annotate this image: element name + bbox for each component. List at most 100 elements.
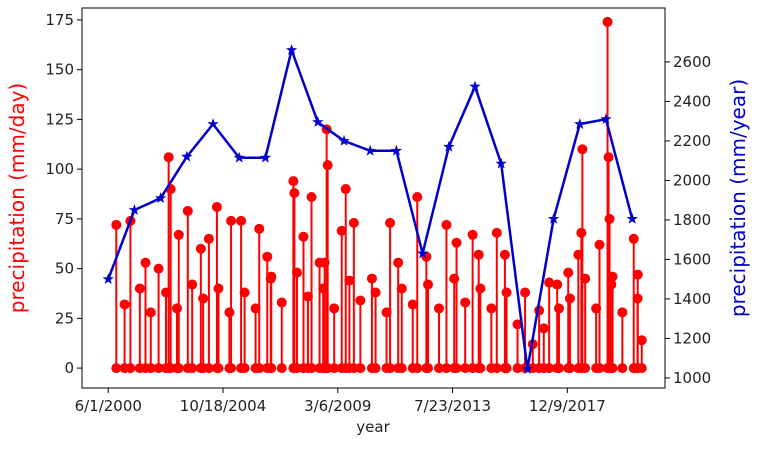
- stem-marker: [552, 279, 563, 290]
- stem-marker: [236, 215, 247, 226]
- stem-marker: [322, 160, 333, 171]
- stem-marker: [433, 303, 444, 314]
- stem-marker: [594, 239, 605, 250]
- stem-marker: [607, 271, 618, 282]
- stem-marker: [111, 219, 122, 230]
- y2-tick-label: 1600: [673, 250, 711, 268]
- stem-marker: [449, 273, 460, 284]
- stem-base-marker: [224, 363, 235, 374]
- plot-frame: [81, 7, 666, 389]
- stem-marker: [262, 251, 273, 262]
- stem-marker: [580, 273, 591, 284]
- stem-marker: [499, 249, 510, 260]
- stem-base-marker: [344, 363, 355, 374]
- stem-marker: [187, 279, 198, 290]
- x-tick-label: 12/9/2017: [529, 397, 606, 415]
- stem-marker: [591, 303, 602, 314]
- stem-marker: [198, 293, 209, 304]
- star-marker: [574, 118, 586, 129]
- star-marker: [102, 273, 114, 285]
- stem-base-marker: [276, 363, 287, 374]
- x-tick-label: 3/6/2009: [304, 397, 371, 415]
- stem-marker: [538, 323, 549, 334]
- y-tick-label: 150: [45, 61, 74, 79]
- stem-marker: [302, 291, 313, 302]
- y2-tick-label: 2600: [673, 53, 711, 71]
- stem-base-marker: [134, 363, 145, 374]
- stem-marker: [171, 303, 182, 314]
- stem-base-marker: [119, 363, 130, 374]
- star-marker: [181, 150, 193, 162]
- stem-marker: [396, 283, 407, 294]
- stem-marker: [173, 229, 184, 240]
- star-marker: [600, 113, 612, 125]
- stem-marker: [564, 293, 575, 304]
- stem-marker: [276, 297, 287, 308]
- stem-base-marker: [632, 363, 643, 374]
- y-tick-label: 75: [55, 210, 74, 228]
- stem-base-marker: [396, 363, 407, 374]
- stem-base-marker: [460, 363, 471, 374]
- stem-marker: [602, 16, 613, 27]
- stem-marker: [195, 243, 206, 254]
- stem-marker: [134, 283, 145, 294]
- stem-marker: [336, 225, 347, 236]
- stem-marker: [140, 257, 151, 268]
- y-tick-label: 0: [64, 359, 74, 377]
- star-marker: [312, 116, 324, 128]
- star-marker: [469, 80, 481, 92]
- star-marker: [390, 144, 403, 156]
- stem-base-marker: [291, 363, 302, 374]
- stem-marker: [606, 279, 617, 290]
- stem-marker: [632, 269, 643, 280]
- stem-marker: [318, 283, 329, 294]
- stem-marker: [153, 263, 164, 274]
- stem-base-marker: [564, 363, 575, 374]
- stem-base-marker: [265, 363, 276, 374]
- stem-marker: [451, 237, 462, 248]
- stem-marker: [239, 287, 250, 298]
- star-marker: [626, 212, 638, 224]
- stem-marker: [473, 249, 484, 260]
- stem-base-marker: [250, 363, 261, 374]
- y2-tick-label: 2400: [673, 92, 711, 110]
- stem-marker: [145, 307, 156, 318]
- stem-base-marker: [171, 363, 182, 374]
- stem-marker: [289, 188, 300, 199]
- stem-marker: [329, 303, 340, 314]
- stem-marker: [203, 233, 214, 244]
- stem-base-marker: [370, 363, 381, 374]
- stem-marker: [348, 217, 359, 228]
- x-axis-label: year: [356, 418, 390, 436]
- stem-marker: [344, 275, 355, 286]
- stem-marker: [412, 192, 423, 203]
- stem-base-marker: [449, 363, 460, 374]
- stem-marker: [366, 273, 377, 284]
- stem-base-marker: [433, 363, 444, 374]
- stem-marker: [385, 217, 396, 228]
- stem-marker: [119, 299, 130, 310]
- stem-base-marker: [486, 363, 497, 374]
- stem-marker: [441, 219, 452, 230]
- y-axis-label: precipitation (mm/day): [5, 83, 29, 313]
- stem-base-marker: [329, 363, 340, 374]
- y-tick-label: 50: [55, 260, 74, 278]
- stem-base-marker: [355, 363, 366, 374]
- star-marker: [364, 144, 376, 156]
- y-tick-label: 125: [45, 110, 74, 128]
- star-marker: [154, 192, 167, 204]
- stem-base-marker: [153, 363, 164, 374]
- stem-marker: [340, 184, 351, 195]
- stem-base-marker: [407, 363, 418, 374]
- y2-tick-label: 1200: [673, 329, 711, 347]
- stem-marker: [460, 297, 471, 308]
- x-tick-label: 7/23/2013: [414, 397, 491, 415]
- stem-marker: [288, 176, 299, 187]
- stem-base-marker: [160, 363, 171, 374]
- stem-marker: [501, 287, 512, 298]
- stem-marker: [224, 307, 235, 318]
- y-tick-label: 100: [45, 160, 74, 178]
- star-marker: [207, 118, 219, 129]
- stem-base-marker: [145, 363, 156, 374]
